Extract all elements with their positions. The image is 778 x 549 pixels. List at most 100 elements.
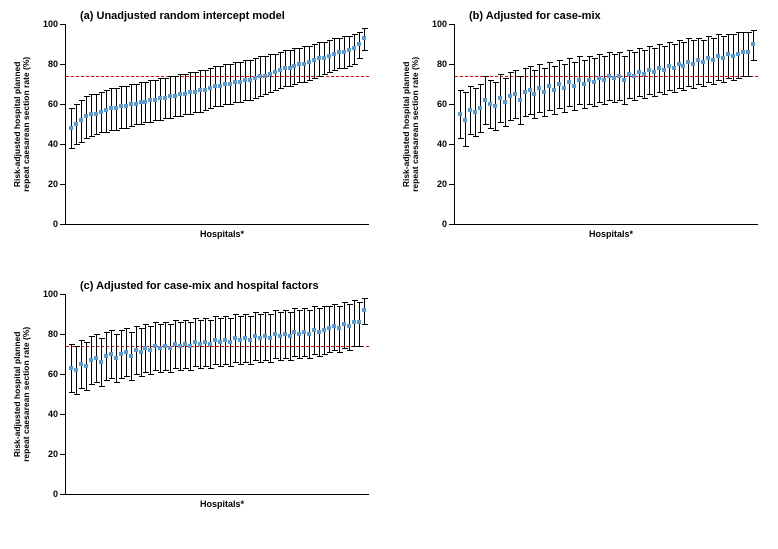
y-tick bbox=[60, 454, 66, 455]
whisker-top bbox=[647, 46, 653, 47]
whisker-bottom bbox=[577, 104, 583, 105]
error-bar bbox=[748, 32, 749, 76]
whisker-bottom bbox=[292, 84, 298, 85]
whisker-top bbox=[292, 308, 298, 309]
y-tick bbox=[60, 374, 66, 375]
whisker-bottom bbox=[69, 392, 75, 393]
whisker-bottom bbox=[327, 352, 333, 353]
data-marker bbox=[542, 90, 546, 94]
data-marker bbox=[223, 338, 227, 342]
data-marker bbox=[248, 78, 252, 82]
whisker-bottom bbox=[612, 102, 618, 103]
data-marker bbox=[193, 90, 197, 94]
data-marker bbox=[577, 78, 581, 82]
whisker-bottom bbox=[327, 72, 333, 73]
data-marker bbox=[488, 102, 492, 106]
whisker-bottom bbox=[168, 118, 174, 119]
y-tick-label: 60 bbox=[38, 369, 58, 379]
data-marker bbox=[278, 334, 282, 338]
whisker-bottom bbox=[143, 372, 149, 373]
whisker-bottom bbox=[362, 324, 368, 325]
y-tick-label: 80 bbox=[38, 59, 58, 69]
data-marker bbox=[493, 104, 497, 108]
whisker-top bbox=[357, 302, 363, 303]
whisker-top bbox=[592, 58, 598, 59]
whisker-top bbox=[114, 334, 120, 335]
whisker-bottom bbox=[104, 380, 110, 381]
data-marker bbox=[178, 344, 182, 348]
data-marker bbox=[203, 88, 207, 92]
whisker-top bbox=[362, 298, 368, 299]
whisker-bottom bbox=[139, 124, 145, 125]
whisker-top bbox=[124, 328, 130, 329]
whisker-top bbox=[228, 64, 234, 65]
whisker-bottom bbox=[139, 376, 145, 377]
data-marker bbox=[696, 58, 700, 62]
whisker-top bbox=[528, 66, 534, 67]
whisker-bottom bbox=[473, 136, 479, 137]
data-marker bbox=[562, 86, 566, 90]
whisker-top bbox=[672, 44, 678, 45]
whisker-bottom bbox=[124, 376, 130, 377]
data-marker bbox=[352, 46, 356, 50]
data-marker bbox=[114, 106, 118, 110]
whisker-top bbox=[288, 50, 294, 51]
data-marker bbox=[322, 56, 326, 60]
whisker-bottom bbox=[686, 86, 692, 87]
whisker-top bbox=[218, 66, 224, 67]
whisker-bottom bbox=[552, 114, 558, 115]
whisker-top bbox=[143, 82, 149, 83]
data-marker bbox=[89, 358, 93, 362]
whisker-top bbox=[178, 322, 184, 323]
whisker-top bbox=[208, 68, 214, 69]
data-marker bbox=[332, 324, 336, 328]
y-tick-label: 0 bbox=[38, 489, 58, 499]
whisker-bottom bbox=[263, 360, 269, 361]
whisker-bottom bbox=[696, 84, 702, 85]
whisker-top bbox=[483, 76, 489, 77]
data-marker bbox=[109, 352, 113, 356]
whisker-top bbox=[607, 52, 613, 53]
whisker-top bbox=[327, 306, 333, 307]
data-marker bbox=[716, 54, 720, 58]
whisker-top bbox=[148, 326, 154, 327]
data-marker bbox=[263, 334, 267, 338]
y-tick-label: 100 bbox=[38, 289, 58, 299]
whisker-top bbox=[163, 78, 169, 79]
data-marker bbox=[347, 324, 351, 328]
whisker-bottom bbox=[223, 364, 229, 365]
whisker-bottom bbox=[607, 100, 613, 101]
data-marker bbox=[513, 92, 517, 96]
data-marker bbox=[84, 364, 88, 368]
data-marker bbox=[711, 58, 715, 62]
data-marker bbox=[134, 348, 138, 352]
whisker-top bbox=[258, 314, 264, 315]
whisker-bottom bbox=[273, 358, 279, 359]
whisker-bottom bbox=[292, 356, 298, 357]
whisker-bottom bbox=[193, 366, 199, 367]
whisker-bottom bbox=[362, 50, 368, 51]
data-marker bbox=[253, 334, 257, 338]
whisker-top bbox=[168, 324, 174, 325]
data-marker bbox=[243, 336, 247, 340]
whisker-top bbox=[297, 310, 303, 311]
y-tick-label: 60 bbox=[38, 99, 58, 109]
whisker-top bbox=[263, 56, 269, 57]
whisker-bottom bbox=[458, 138, 464, 139]
whisker-bottom bbox=[357, 346, 363, 347]
data-marker bbox=[129, 354, 133, 358]
y-tick-label: 20 bbox=[38, 449, 58, 459]
whisker-bottom bbox=[701, 86, 707, 87]
whisker-top bbox=[632, 52, 638, 53]
data-marker bbox=[312, 328, 316, 332]
whisker-bottom bbox=[79, 388, 85, 389]
whisker-bottom bbox=[163, 370, 169, 371]
data-marker bbox=[99, 360, 103, 364]
whisker-bottom bbox=[173, 368, 179, 369]
data-marker bbox=[129, 102, 133, 106]
whisker-bottom bbox=[258, 362, 264, 363]
whisker-top bbox=[582, 60, 588, 61]
whisker-bottom bbox=[503, 126, 509, 127]
whisker-bottom bbox=[208, 368, 214, 369]
data-marker bbox=[552, 88, 556, 92]
